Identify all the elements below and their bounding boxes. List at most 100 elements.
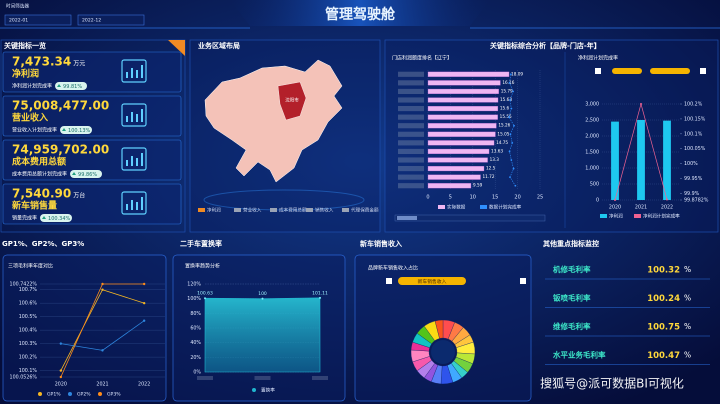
line-point (512, 167, 515, 170)
kpi-rate: 99.81% (63, 84, 82, 90)
map-region-label: 沈阳市 (285, 97, 299, 104)
bar (611, 121, 619, 200)
line-point (142, 301, 146, 305)
checkbox[interactable] (700, 68, 706, 74)
line-point (142, 282, 146, 286)
legend-label: 实际数据 (447, 204, 466, 211)
chart-title: 净利润计划完成率 (578, 55, 618, 62)
line-point (59, 375, 63, 379)
legend-label: 净利润 (207, 207, 221, 214)
kpi-rate-badge (55, 82, 88, 90)
legend-label: 净利润 (609, 213, 623, 220)
line-point (59, 342, 63, 345)
toggle[interactable] (650, 68, 690, 74)
kpi-rate-badge (40, 214, 73, 222)
y-tick-label: 0% (193, 370, 201, 376)
kpi-rate-badge (70, 170, 103, 178)
bar (427, 123, 497, 129)
blurred-category (398, 183, 424, 189)
x-tick-label: 2022 (138, 382, 150, 388)
area-point (319, 296, 321, 299)
legend-label: 销售收入 (315, 207, 334, 214)
data-label: 11.72 (483, 174, 495, 179)
line-point (513, 124, 515, 127)
bar (427, 131, 496, 137)
blurred-category (398, 174, 424, 180)
kpi-rate-label: 成本费用总额计划完成率 (12, 171, 67, 178)
data-label: 100 (258, 291, 267, 297)
filter-label: 时间筛选器 (6, 3, 29, 10)
bar (427, 88, 499, 94)
area (204, 297, 321, 373)
data-label: 16.16 (502, 80, 514, 85)
monitor-unit: % (684, 265, 691, 274)
panel-title: 新车销售收入 (360, 239, 402, 248)
area-point (204, 297, 206, 300)
checkbox[interactable] (520, 278, 526, 284)
kpi-rate: 100.13% (68, 128, 90, 134)
y2-tick-label: 100.05% (684, 146, 706, 152)
y2-tick-label: 99.95% (684, 176, 703, 182)
legend-swatch (234, 208, 241, 212)
legend-label: 新车销售收入 (418, 278, 447, 285)
scroll-thumb[interactable] (397, 216, 417, 220)
data-label: 14.75 (496, 140, 508, 145)
x-tick-label: 2020 (609, 205, 621, 211)
corner-tag (168, 40, 185, 56)
line-point (59, 369, 63, 372)
panel-title: 二手车置换率 (180, 239, 222, 248)
blurred-category (398, 131, 424, 137)
legend-label: 营业收入 (243, 207, 262, 214)
blurred-category (197, 376, 213, 380)
select[interactable] (398, 277, 466, 285)
y-tick-label: 100.7422% (10, 282, 38, 288)
data-label: 15.55 (500, 114, 512, 119)
monitor-value: 100.47 (647, 351, 680, 361)
y-tick-label: 100.2% (19, 355, 38, 361)
panel-title: GP1%、GP2%、GP3% (2, 240, 84, 248)
checkbox[interactable] (595, 68, 601, 74)
legend-swatch (68, 392, 72, 396)
blurred-category (398, 88, 424, 94)
data-label: 12.5 (486, 166, 496, 171)
data-label: 9.59 (473, 183, 483, 188)
kpi-name: 净利润 (12, 68, 39, 80)
bar (637, 120, 645, 200)
monitor-unit: % (684, 351, 691, 360)
bar (427, 71, 510, 77)
legend-swatch (438, 205, 445, 209)
date-end: 2022-12 (82, 18, 101, 24)
date-input[interactable] (4, 14, 72, 26)
scrollbar[interactable] (394, 214, 546, 222)
y-tick-label: 2,500 (585, 118, 599, 124)
date-input[interactable] (77, 14, 145, 26)
y-tick-label: 80% (190, 311, 201, 317)
monitor-value: 100.24 (647, 294, 680, 304)
blurred-category (398, 71, 424, 77)
blurred-category (312, 376, 328, 380)
legend-label: GP1% (47, 392, 61, 398)
blurred-category (254, 376, 271, 380)
legend-swatch (38, 392, 42, 396)
legend-swatch (634, 214, 641, 218)
line-point (509, 176, 511, 179)
bar (427, 157, 488, 163)
x-tick-label: 2020 (55, 382, 67, 388)
y2-tick-label: 100.1% (684, 131, 703, 137)
y-tick-label: 100.1% (19, 368, 38, 374)
panel-frame (2, 254, 167, 402)
data-label: 15.6 (500, 106, 510, 111)
y-tick-label: 2,000 (585, 134, 599, 140)
bar (427, 183, 472, 189)
line-point (142, 319, 146, 322)
bar (427, 140, 495, 146)
checkbox[interactable] (386, 278, 392, 284)
legend-swatch (480, 205, 487, 209)
line-point (509, 99, 511, 101)
line-point (510, 107, 513, 110)
toggle[interactable] (612, 68, 642, 74)
blurred-category (398, 140, 424, 146)
legend-label: 数据计划完成率 (489, 204, 522, 211)
panel-title: 关键指标综合分析【品牌-门店-年】 (490, 41, 601, 50)
